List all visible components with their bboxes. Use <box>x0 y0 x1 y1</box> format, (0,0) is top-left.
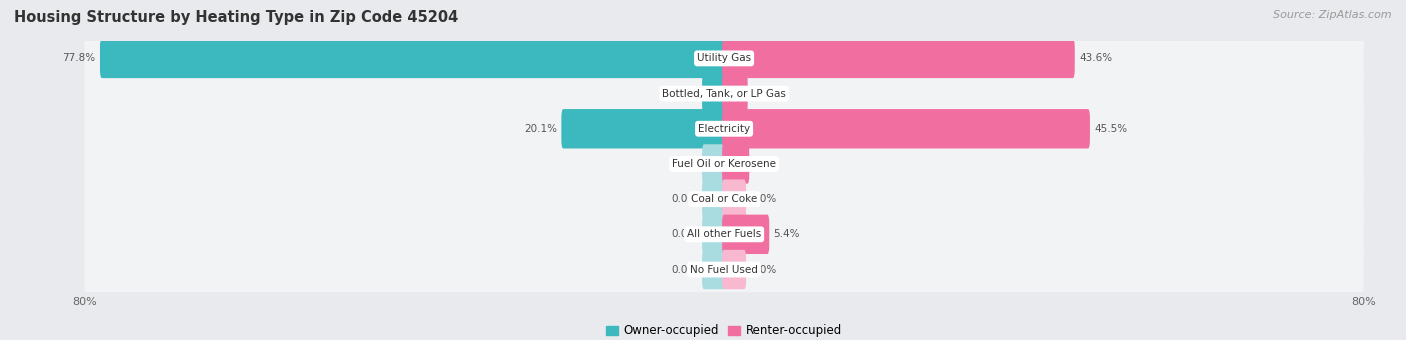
Text: All other Fuels: All other Fuels <box>688 230 761 239</box>
Text: Fuel Oil or Kerosene: Fuel Oil or Kerosene <box>672 159 776 169</box>
FancyBboxPatch shape <box>702 180 725 219</box>
Text: 0.0%: 0.0% <box>751 265 776 274</box>
Text: 77.8%: 77.8% <box>62 53 96 63</box>
FancyBboxPatch shape <box>100 39 725 78</box>
FancyBboxPatch shape <box>84 32 1364 84</box>
FancyBboxPatch shape <box>561 109 725 149</box>
FancyBboxPatch shape <box>702 144 725 184</box>
Text: 2.2%: 2.2% <box>671 89 697 99</box>
FancyBboxPatch shape <box>702 250 725 289</box>
FancyBboxPatch shape <box>723 250 747 289</box>
Text: 2.9%: 2.9% <box>754 159 780 169</box>
Text: 45.5%: 45.5% <box>1094 124 1128 134</box>
FancyBboxPatch shape <box>84 138 1364 190</box>
FancyBboxPatch shape <box>723 74 748 113</box>
Text: Utility Gas: Utility Gas <box>697 53 751 63</box>
Text: 0.0%: 0.0% <box>672 230 697 239</box>
FancyBboxPatch shape <box>84 208 1364 260</box>
Text: Electricity: Electricity <box>697 124 751 134</box>
FancyBboxPatch shape <box>723 109 1090 149</box>
Text: No Fuel Used: No Fuel Used <box>690 265 758 274</box>
FancyBboxPatch shape <box>723 215 769 254</box>
FancyBboxPatch shape <box>723 144 749 184</box>
Text: 20.1%: 20.1% <box>524 124 557 134</box>
FancyBboxPatch shape <box>84 173 1364 225</box>
Legend: Owner-occupied, Renter-occupied: Owner-occupied, Renter-occupied <box>600 319 848 340</box>
Text: Housing Structure by Heating Type in Zip Code 45204: Housing Structure by Heating Type in Zip… <box>14 10 458 25</box>
Text: Bottled, Tank, or LP Gas: Bottled, Tank, or LP Gas <box>662 89 786 99</box>
Text: 0.0%: 0.0% <box>672 194 697 204</box>
Text: 5.4%: 5.4% <box>773 230 800 239</box>
FancyBboxPatch shape <box>723 180 747 219</box>
FancyBboxPatch shape <box>723 39 1074 78</box>
FancyBboxPatch shape <box>84 103 1364 155</box>
Text: Coal or Coke: Coal or Coke <box>690 194 758 204</box>
FancyBboxPatch shape <box>84 68 1364 120</box>
FancyBboxPatch shape <box>84 243 1364 295</box>
Text: 0.0%: 0.0% <box>751 194 776 204</box>
FancyBboxPatch shape <box>702 215 725 254</box>
Text: 43.6%: 43.6% <box>1080 53 1112 63</box>
Text: Source: ZipAtlas.com: Source: ZipAtlas.com <box>1274 10 1392 20</box>
Text: 2.7%: 2.7% <box>752 89 779 99</box>
FancyBboxPatch shape <box>702 74 725 113</box>
Text: 0.0%: 0.0% <box>672 265 697 274</box>
Text: 0.0%: 0.0% <box>672 159 697 169</box>
